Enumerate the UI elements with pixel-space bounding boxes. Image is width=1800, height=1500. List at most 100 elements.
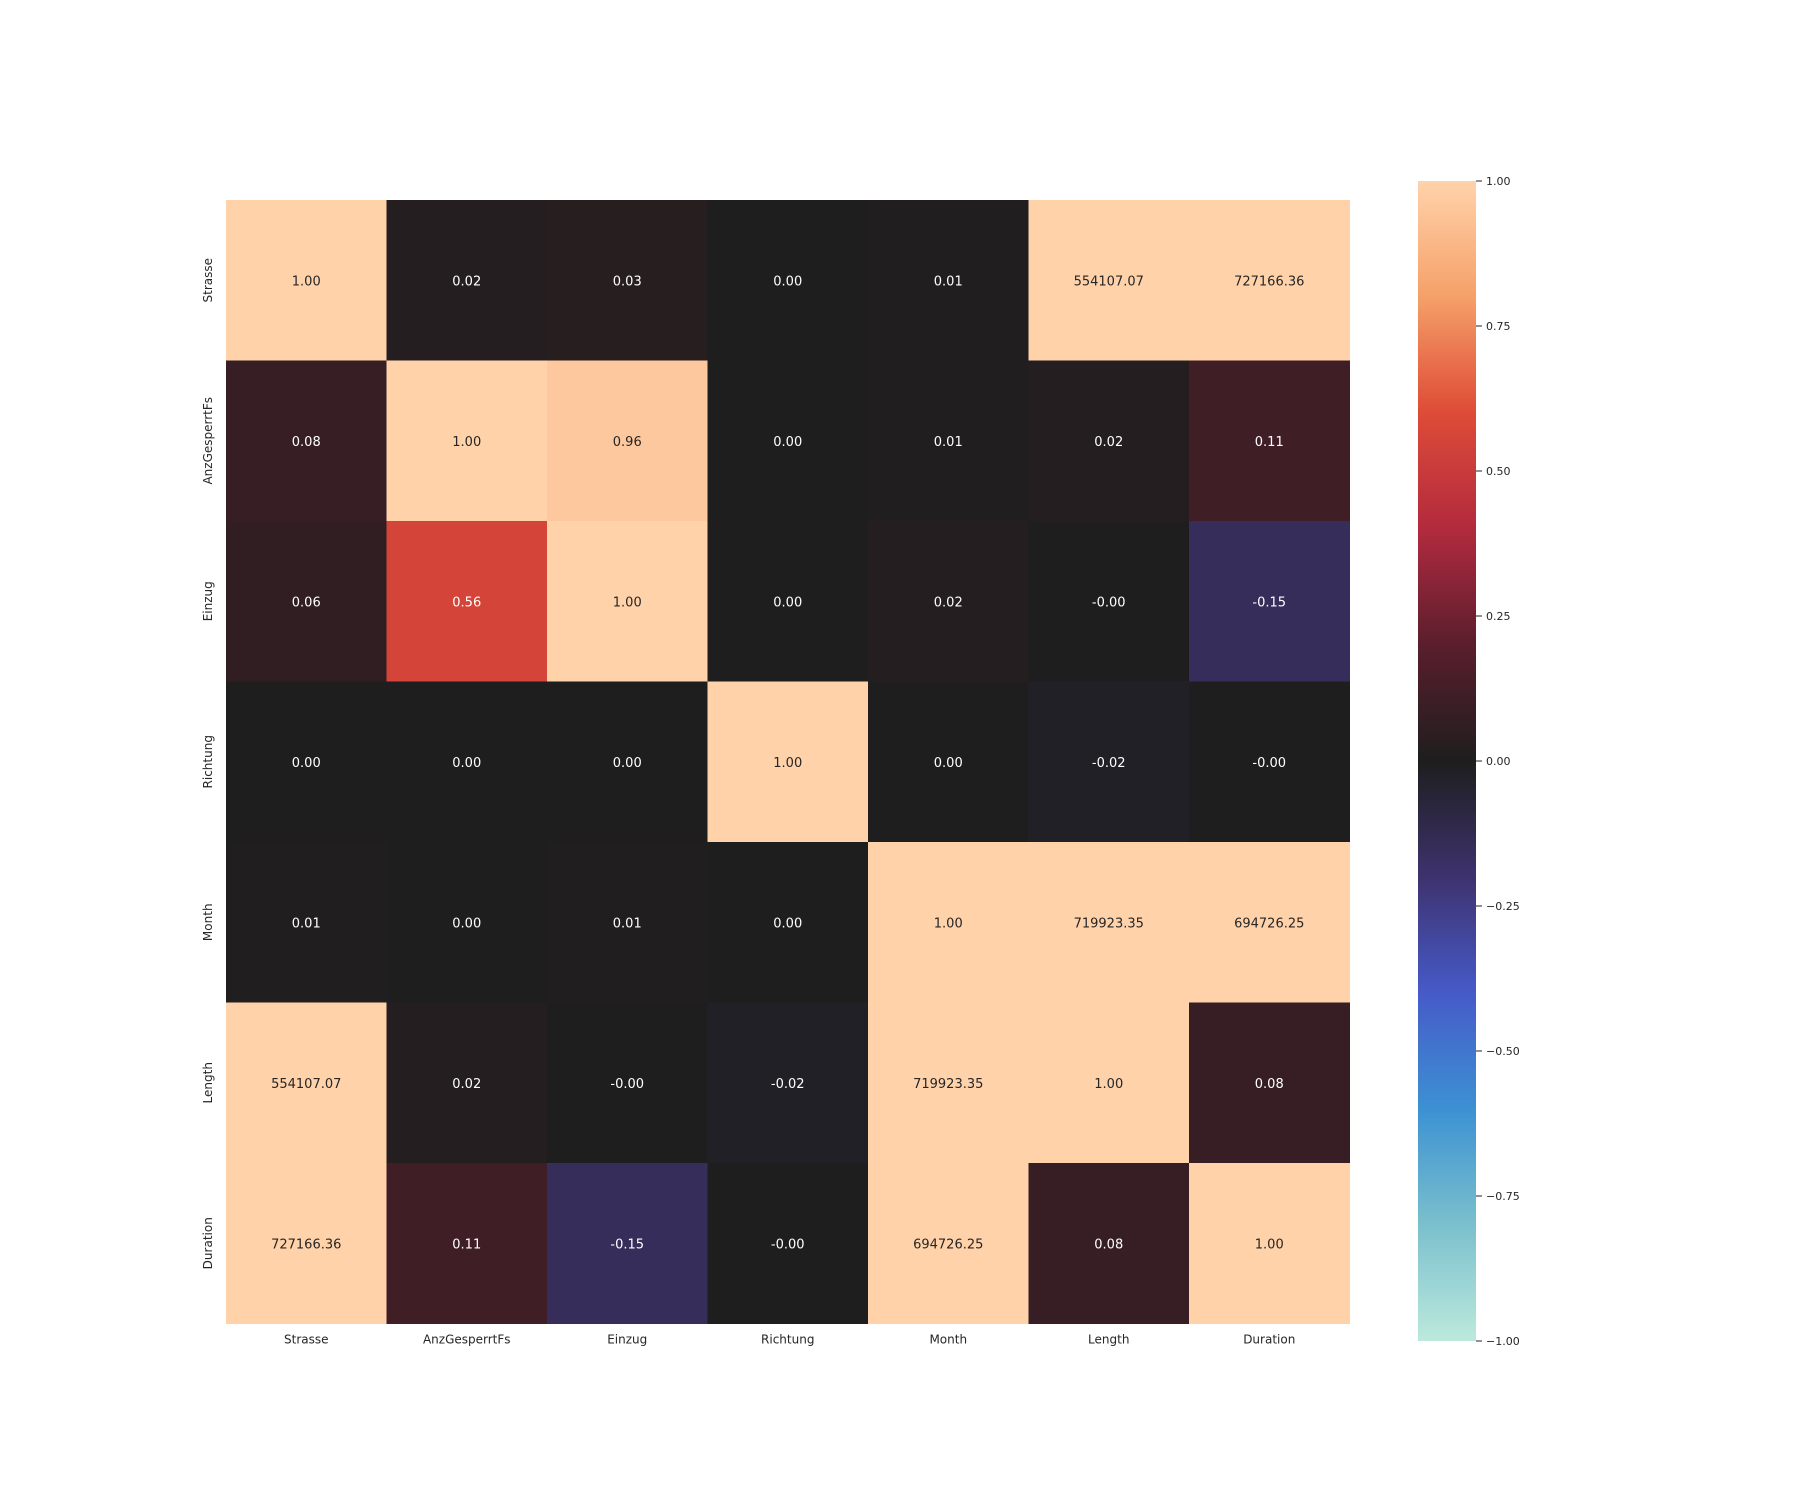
x-tick-label: Duration	[1243, 1333, 1295, 1347]
cell-annotation: 0.03	[613, 274, 642, 289]
cell-annotation: 1.00	[452, 435, 481, 450]
colorbar-tick-label: 0.00	[1486, 755, 1511, 768]
cell-annotation: 0.02	[1094, 435, 1123, 450]
cell-annotation: -0.15	[610, 1237, 644, 1252]
heatmap-cell-Duration-Length	[1028, 1163, 1190, 1324]
heatmap-cell-Einzug-Duration	[1189, 521, 1350, 682]
heatmap-cell-Richtung-Duration	[1189, 681, 1350, 843]
x-tick-label: Month	[929, 1333, 967, 1347]
heatmap-cell-Richtung-Length	[1028, 681, 1190, 843]
heatmap-cell-Richtung-Richtung	[707, 681, 869, 843]
cell-annotation: 0.01	[934, 435, 963, 450]
heatmap-cell-Length-Duration	[1189, 1002, 1350, 1164]
cell-annotation: 554107.07	[271, 1077, 341, 1092]
cell-annotation: 0.00	[292, 756, 321, 771]
cell-annotation: 0.01	[613, 916, 642, 931]
heatmap-cell-Month-Strasse	[226, 842, 387, 1003]
heatmap-cell-Richtung-Einzug	[547, 681, 708, 843]
cell-annotation: 727166.36	[271, 1237, 341, 1252]
cell-annotation: 727166.36	[1234, 274, 1304, 289]
cell-annotation: 0.96	[613, 435, 642, 450]
heatmap-cell-AnzGesperrtFs-Month	[868, 360, 1029, 522]
heatmap-cell-AnzGesperrtFs-Duration	[1189, 360, 1350, 522]
cell-annotation: 0.08	[1094, 1237, 1123, 1252]
heatmap-cell-Einzug-Richtung	[707, 521, 869, 682]
cell-annotation: 0.11	[1255, 435, 1284, 450]
heatmap-cell-Strasse-Month	[868, 200, 1029, 361]
colorbar-tick-label: −0.50	[1486, 1045, 1520, 1058]
heatmap-cell-Month-Length	[1028, 842, 1190, 1003]
cell-annotation: -0.00	[771, 1237, 805, 1252]
colorbar-tick-label: −1.00	[1486, 1335, 1520, 1348]
heatmap-cell-Length-Strasse	[226, 1002, 387, 1164]
heatmap-cell-Strasse-Einzug	[547, 200, 708, 361]
heatmap-annotations: 1.00 0.02 0.03 0.00 0.01 554107.07 727166.36 0.…	[271, 274, 1304, 1252]
heatmap-cell-Richtung-AnzGesperrtFs	[386, 681, 548, 843]
cell-annotation: 0.00	[773, 435, 802, 450]
heatmap-cell-Duration-AnzGesperrtFs	[386, 1163, 548, 1324]
x-tick-label: Einzug	[607, 1333, 647, 1347]
cell-annotation: 1.00	[1094, 1077, 1123, 1092]
heatmap-cells	[226, 200, 1350, 1324]
x-tick-label: Length	[1088, 1333, 1129, 1347]
heatmap-cell-AnzGesperrtFs-Length	[1028, 360, 1190, 522]
cell-annotation: 0.56	[452, 595, 481, 610]
colorbar-tick-label: 1.00	[1486, 175, 1511, 188]
cell-annotation: 0.01	[934, 274, 963, 289]
cell-annotation: 1.00	[773, 756, 802, 771]
cell-annotation: 0.11	[452, 1237, 481, 1252]
y-tick-label: AnzGesperrtFs	[201, 397, 215, 485]
colorbar-gradient	[1418, 181, 1476, 1341]
cell-annotation: 0.02	[452, 1077, 481, 1092]
heatmap-cell-Length-Richtung	[707, 1002, 869, 1164]
heatmap-cell-Einzug-Length	[1028, 521, 1190, 682]
x-axis: Strasse AnzGesperrtFs Einzug Richtung Month L…	[284, 1333, 1295, 1347]
heatmap-cell-Duration-Strasse	[226, 1163, 387, 1324]
heatmap-cell-Strasse-Richtung	[707, 200, 869, 361]
colorbar: 1.00 0.75 0.50 0.25 0.00 −0.25 −0.50 −0.75 −1.00	[1418, 175, 1520, 1348]
heatmap-cell-Strasse-AnzGesperrtFs	[386, 200, 548, 361]
cell-annotation: 694726.25	[1234, 916, 1304, 931]
heatmap-cell-Strasse-Strasse	[226, 200, 387, 361]
x-tick-label: Richtung	[761, 1333, 814, 1347]
x-tick-label: Strasse	[284, 1333, 329, 1347]
cell-annotation: 1.00	[613, 595, 642, 610]
heatmap-cell-Month-AnzGesperrtFs	[386, 842, 548, 1003]
cell-annotation: 0.00	[934, 756, 963, 771]
cell-annotation: -0.02	[771, 1077, 805, 1092]
colorbar-tick-label: 0.50	[1486, 465, 1511, 478]
cell-annotation: 0.08	[1255, 1077, 1284, 1092]
cell-annotation: -0.02	[1092, 756, 1126, 771]
cell-annotation: -0.00	[1252, 756, 1286, 771]
cell-annotation: 0.06	[292, 595, 321, 610]
heatmap-cell-Month-Einzug	[547, 842, 708, 1003]
cell-annotation: 694726.25	[913, 1237, 983, 1252]
cell-annotation: -0.00	[610, 1077, 644, 1092]
heatmap-cell-Month-Duration	[1189, 842, 1350, 1003]
y-tick-label: Einzug	[201, 581, 215, 621]
cell-annotation: 0.00	[452, 756, 481, 771]
heatmap-cell-Einzug-AnzGesperrtFs	[386, 521, 548, 682]
x-tick-label: AnzGesperrtFs	[423, 1333, 511, 1347]
colorbar-tick-label: −0.25	[1486, 900, 1520, 913]
heatmap-cell-Einzug-Month	[868, 521, 1029, 682]
heatmap-cell-AnzGesperrtFs-AnzGesperrtFs	[386, 360, 548, 522]
cell-annotation: 554107.07	[1074, 274, 1144, 289]
heatmap-cell-Einzug-Einzug	[547, 521, 708, 682]
cell-annotation: 0.00	[613, 756, 642, 771]
colorbar-ticks: 1.00 0.75 0.50 0.25 0.00 −0.25 −0.50 −0.75 −1.00	[1476, 175, 1520, 1348]
y-tick-label: Month	[201, 903, 215, 941]
heatmap-cell-Length-Length	[1028, 1002, 1190, 1164]
heatmap-cell-AnzGesperrtFs-Einzug	[547, 360, 708, 522]
heatmap-cell-Duration-Month	[868, 1163, 1029, 1324]
cell-annotation: 719923.35	[1074, 916, 1144, 931]
heatmap-cell-Richtung-Strasse	[226, 681, 387, 843]
cell-annotation: -0.15	[1252, 595, 1286, 610]
cell-annotation: 719923.35	[913, 1077, 983, 1092]
y-tick-label: Richtung	[201, 735, 215, 788]
cell-annotation: 1.00	[292, 274, 321, 289]
heatmap-cell-Duration-Einzug	[547, 1163, 708, 1324]
heatmap-cell-Strasse-Length	[1028, 200, 1190, 361]
y-tick-label: Strasse	[201, 258, 215, 303]
